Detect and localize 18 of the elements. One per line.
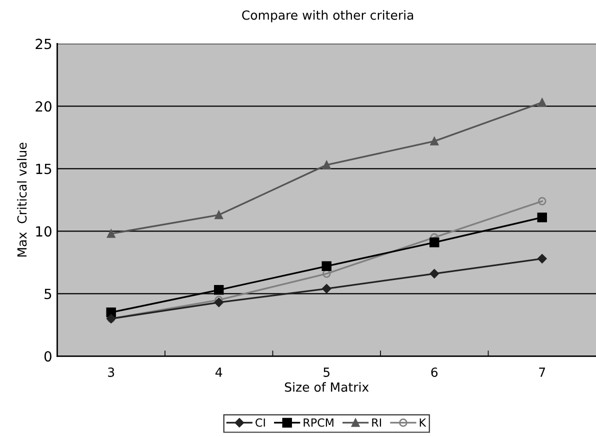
x-tick-label: 5 [324,368,330,377]
x-tick-label: 4 [215,368,222,377]
legend-label: RI [372,418,381,427]
y-tick-label: 0 [44,351,52,362]
x-tick-label: 3 [108,367,114,377]
y-tick-label: 5 [44,288,52,300]
legend-label: K [420,418,426,427]
x-tick-label: 6 [431,367,438,377]
y-tick-label: 25 [36,38,52,50]
chart-title: Compare with other criteria [242,10,414,22]
legend-label: RPCM [304,418,334,427]
x-axis-title: Size of Matrix [284,382,369,392]
legend-label: CI [256,418,265,427]
y-axis-title: Max Critical value [17,142,27,257]
y-tick-label: 20 [36,101,52,112]
y-tick-label: 15 [36,164,52,174]
y-tick-label: 10 [36,226,52,237]
x-tick-label: 7 [539,368,546,377]
